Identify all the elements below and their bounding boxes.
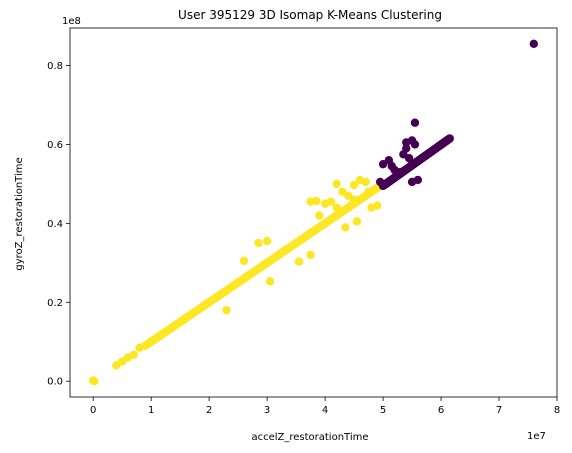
x-axis-label: accelZ_restorationTime	[251, 432, 368, 443]
y-tick-label: 0.6	[47, 140, 63, 151]
data-point-cluster-1	[312, 196, 321, 206]
data-point-cluster-0	[396, 167, 405, 177]
plot-frame	[69, 27, 558, 398]
x-axis-multiplier: 1e7	[527, 431, 546, 442]
data-point-cluster-1	[294, 257, 304, 266]
y-tick-label: 0.2	[47, 298, 63, 309]
x-tick-label: 7	[496, 405, 502, 416]
data-point-cluster-1	[341, 223, 350, 232]
data-point-cluster-1	[349, 195, 359, 204]
y-tick-label: 0.0	[47, 377, 63, 388]
data-point-cluster-1	[373, 201, 382, 210]
data-point-cluster-0	[410, 140, 420, 149]
y-axis-multiplier: 1e8	[62, 16, 81, 27]
x-tick-label: 6	[438, 405, 444, 416]
data-point-cluster-0	[410, 118, 420, 127]
data-point-cluster-0	[529, 39, 539, 48]
chart-title: User 395129 3D Isomap K-Means Clustering	[178, 8, 442, 22]
data-point-cluster-1	[326, 197, 336, 206]
data-point-cluster-0	[413, 175, 423, 185]
plot-points	[88, 39, 539, 386]
data-point-cluster-1	[262, 236, 272, 246]
x-tick-label: 2	[206, 405, 212, 416]
data-point-cluster-1	[361, 177, 370, 187]
y-axis-ticks: 0.0 0.2 0.4 0.6 0.8	[47, 61, 70, 388]
data-point-cluster-1	[90, 377, 99, 386]
data-point-cluster-1	[146, 337, 156, 346]
x-tick-label: 8	[554, 405, 560, 416]
data-point-cluster-1	[352, 217, 362, 226]
data-point-cluster-1	[222, 305, 231, 315]
data-point-cluster-1	[265, 277, 275, 286]
data-point-cluster-1	[306, 250, 315, 260]
data-point-cluster-1	[129, 350, 138, 359]
data-point-cluster-0	[404, 154, 414, 163]
x-tick-label: 4	[322, 405, 328, 416]
data-point-cluster-0	[445, 134, 454, 143]
data-point-cluster-1	[315, 211, 324, 220]
y-tick-label: 0.4	[47, 219, 63, 230]
data-point-cluster-1	[332, 179, 341, 189]
data-point-cluster-1	[254, 238, 263, 248]
x-tick-label: 5	[380, 405, 386, 416]
data-point-cluster-1	[364, 187, 373, 196]
y-axis-label: gyroZ_restorationTime	[14, 157, 25, 270]
data-point-cluster-0	[402, 144, 411, 153]
y-tick-label: 0.8	[47, 61, 63, 72]
data-point-cluster-1	[239, 256, 249, 266]
data-point-cluster-1	[349, 180, 359, 190]
x-axis-ticks: 0 1 2 3 4 5 6 7 8	[90, 397, 560, 416]
data-point-cluster-1	[332, 203, 341, 212]
x-tick-label: 3	[264, 405, 270, 416]
x-tick-label: 0	[90, 405, 96, 416]
data-point-cluster-0	[375, 177, 385, 187]
x-tick-label: 1	[148, 405, 154, 416]
